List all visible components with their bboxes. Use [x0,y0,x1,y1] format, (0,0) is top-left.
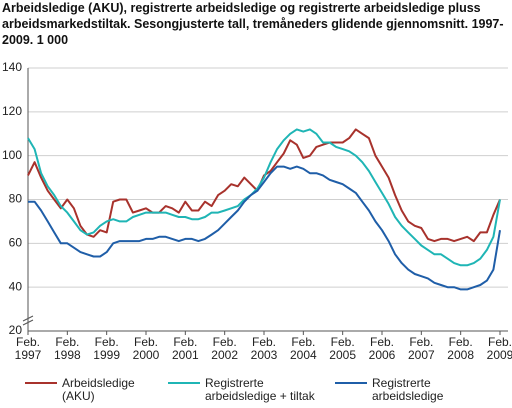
y-tick-label: 20 [9,323,23,337]
x-tick-label: Feb. 2002 [211,335,238,362]
axis-break [22,315,34,326]
x-tick-label: Feb. 2008 [447,335,474,362]
series-line [28,165,501,291]
x-tick-label: Feb. 1999 [93,335,120,362]
x-tick-label: Feb. 2006 [368,335,396,362]
x-tick-label: Feb. 2004 [289,335,317,362]
x-tick-label: Feb. 2000 [132,335,160,362]
legend-label: Registrerte arbeidsledige [372,376,444,403]
chart-title: Arbeidsledige (AKU), registrerte arbeids… [2,1,504,47]
y-tick-label: 100 [2,148,22,162]
x-tick-label: Feb. 2001 [171,335,199,362]
y-tick-label: 120 [2,104,22,118]
y-tick-label: 60 [9,236,23,250]
series-line [27,128,501,243]
x-tick-label: Feb. 1997 [14,335,42,362]
x-tick-label: Feb. 2005 [329,335,356,362]
legend-label: Registrerte arbeidsledige + tiltak [205,376,315,403]
x-tick-label: Feb. 2007 [407,335,435,362]
y-tick-label: 40 [9,279,23,293]
x-tick-label: Feb. 2009 [486,335,512,362]
y-tick-label: 140 [2,60,22,74]
y-tick-label: 80 [9,192,23,206]
x-tick-label: Feb. 1998 [53,335,81,362]
series-line [27,128,501,267]
legend-label: Arbeidsledige (AKU) [62,376,135,403]
x-tick-label: Feb. 2003 [250,335,278,362]
